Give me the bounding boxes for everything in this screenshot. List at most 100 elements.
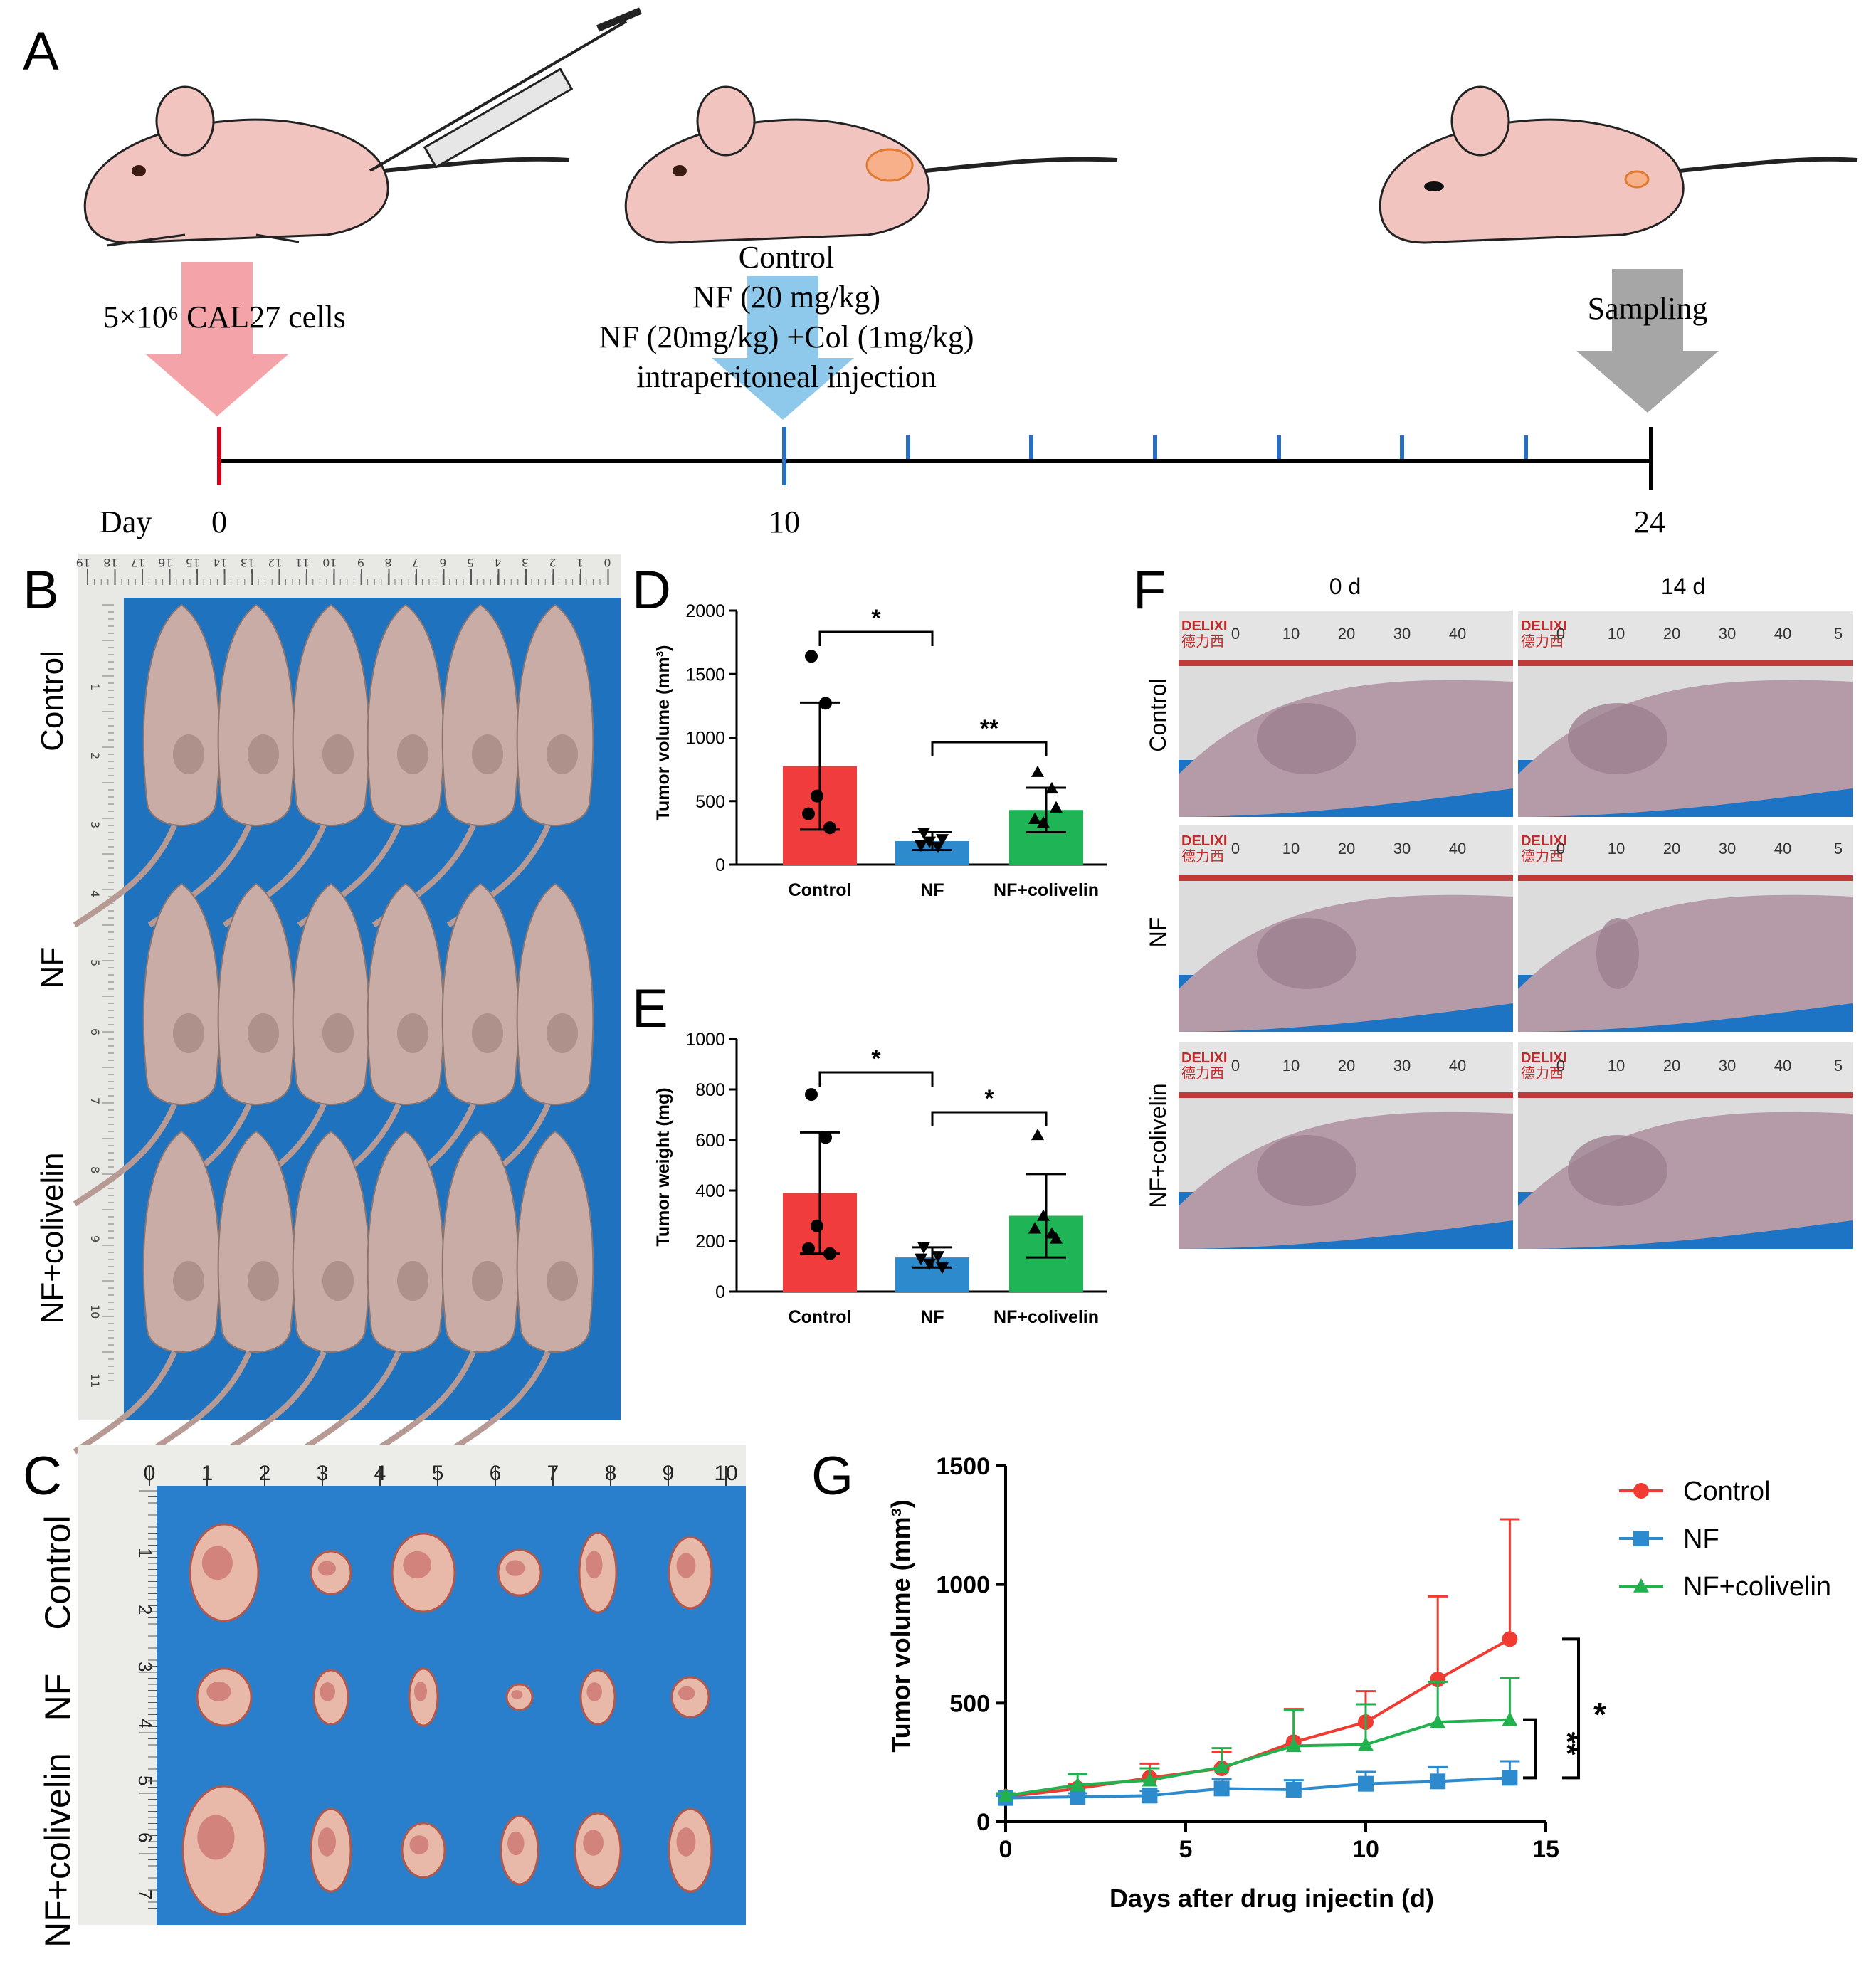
chart-g-point-nf-colivelin: [1142, 1772, 1158, 1787]
chart-g-y-tick-label: 0: [976, 1809, 990, 1836]
chart-g-x-tick-label: 5: [1179, 1836, 1193, 1863]
mouse-tail-b: [73, 824, 177, 928]
mouse-body-b: [516, 603, 594, 826]
tumor-c-highlight: [206, 1682, 231, 1701]
ruler-b-side-label: 1: [88, 683, 102, 690]
chart-e-point-2: [1028, 1222, 1041, 1234]
chart-e-point-2: [1050, 1232, 1063, 1244]
photo-f-col-label-0d: 0 d: [1329, 574, 1361, 599]
chart-d-point-2: [1028, 812, 1041, 824]
photo-f-row-label-nfcol: NF+colivelin: [1145, 1083, 1171, 1208]
tumor-c-highlight: [197, 1815, 235, 1860]
chart-g-y-tick-label: 1500: [936, 1453, 990, 1480]
ruler-b-top-label: 16: [158, 556, 172, 569]
sampling-arrow: [1576, 269, 1719, 413]
chart-d-point-0: [805, 650, 818, 663]
ruler-b-top-label: 13: [241, 556, 255, 569]
photo-f-ruler-edge: [1518, 1092, 1853, 1098]
chart-g-point-nf: [1502, 1770, 1518, 1786]
photo-f-ruler-label: 30: [1719, 625, 1736, 643]
photo-f-tumor: [1568, 1135, 1667, 1206]
ruler-b-top-label: 12: [268, 556, 282, 569]
photo-f-ruler-brand-cn: 德力西: [1521, 633, 1564, 650]
ruler-side-b: 1 2 3 4 5 6 7 8 9 10 11: [88, 604, 114, 1388]
mouse-body-b: [292, 882, 370, 1105]
mouse-tumor-b: [248, 734, 279, 774]
tumors-c: [181, 1523, 713, 1916]
chart-d-y-tick-label: 500: [695, 792, 725, 812]
photo-f-ruler: [1518, 611, 1853, 660]
ruler-b-top-label: 10: [322, 556, 337, 569]
mouse-body-b: [516, 882, 594, 1105]
panel-label-d: D: [632, 560, 671, 621]
tumor-c-highlight: [409, 1835, 429, 1854]
chart-d-point-2: [1031, 765, 1044, 777]
photo-f-ruler-brand-cn: 德力西: [1181, 1065, 1224, 1082]
mouse-body-b: [292, 603, 370, 826]
sampling-label: Sampling: [1588, 291, 1708, 326]
chart-g-y-tick-label: 1000: [936, 1572, 990, 1599]
photo-f-col-label-14d: 14 d: [1661, 574, 1705, 599]
chart-d-point-2: [1045, 781, 1058, 794]
chart-d-point-0: [802, 807, 815, 820]
chart-tumor-volume: Tumor volume (mm³) 0 500 1000 1500 2000 Contr…: [653, 601, 1107, 900]
chart-tumor-weight: Tumor weight (mg) 0 200 400 600 800 1000 Contr…: [653, 1030, 1107, 1327]
ruler-b-side-label: 2: [88, 752, 102, 759]
ruler-top-c: 0 1 2 3 4 5 6 7 8 9 10: [144, 1462, 738, 1486]
mouse-body-b: [142, 882, 221, 1105]
treatment-label-3: NF (20mg/kg) +Col (1mg/kg): [599, 320, 974, 354]
mouse-tumor-b: [472, 734, 503, 774]
chart-g-x-tick-label: 15: [1532, 1836, 1559, 1863]
chart-g-sig-bracket-1: [1562, 1637, 1580, 1780]
ruler-c-side-label: 7: [135, 1889, 156, 1899]
ruler-b-side-label: 7: [88, 1097, 102, 1104]
chart-g-point-nf-colivelin: [998, 1788, 1013, 1802]
treatment-label-2: NF (20 mg/kg): [692, 280, 880, 315]
ruler-b-top-label: 19: [76, 556, 90, 569]
photo-f-ruler-edge: [1179, 660, 1513, 666]
mouse-body-b: [441, 882, 520, 1105]
chart-g-x-tick-label: 10: [1352, 1836, 1379, 1863]
chart-g-point-nf-colivelin: [1213, 1759, 1230, 1774]
photo-f-ruler-label: 10: [1608, 625, 1625, 643]
timeline-tick-label-10: 10: [769, 505, 800, 539]
chart-g-legend-marker-control: [1633, 1483, 1649, 1499]
photo-f-ruler-label: 40: [1449, 625, 1466, 643]
mouse-body-b: [217, 1130, 295, 1353]
photo-b-row-label-control: Control: [35, 650, 70, 751]
tumor-c-highlight: [507, 1831, 525, 1856]
photo-f-ruler-label: 0: [1231, 840, 1240, 857]
ruler-top-b: 19 18 17 16 15 14 13 12 11 10 9 8 7 6 5 4 3 2 1 0: [76, 556, 611, 585]
photo-f-ruler-edge: [1518, 660, 1853, 666]
chart-g-y-tick-label: 500: [949, 1690, 990, 1717]
chart-g-point-nf: [1430, 1773, 1446, 1790]
ruler-b-side-label: 9: [88, 1235, 102, 1242]
chart-e-point-0: [811, 1219, 823, 1232]
treatment-label-1: Control: [739, 240, 834, 275]
chart-e-x-tick-label-0: Control: [789, 1307, 852, 1327]
photo-f-ruler-label: 10: [1282, 1057, 1300, 1075]
tumor-c-highlight: [511, 1690, 523, 1699]
photo-f-ruler-brand: DELIXI: [1181, 833, 1227, 849]
mouse-body-b: [142, 603, 221, 826]
ruler-side-c: 1 2 3 4 5 6 7: [135, 1490, 157, 1909]
chart-e-sig-label-0: *: [871, 1045, 881, 1072]
chart-d-sig-bracket-0: [818, 630, 934, 646]
mouse-tumor-b: [397, 1261, 428, 1301]
mouse-body-b: [142, 1130, 221, 1353]
mouse-tumor-b: [173, 734, 204, 774]
chart-g-point-nf: [1142, 1788, 1158, 1804]
panel-label-a: A: [23, 21, 59, 82]
ruler-c-side-label: 1: [135, 1548, 156, 1558]
tumor-c-highlight: [678, 1686, 695, 1701]
photo-f-row-label-control: Control: [1145, 678, 1171, 751]
photo-f-ruler-label: 10: [1282, 625, 1300, 643]
photo-f-ruler-edge: [1179, 1092, 1513, 1098]
tumor-c-highlight: [403, 1551, 431, 1579]
photo-f-ruler-label: 0: [1556, 1057, 1565, 1075]
mouse-tumor-b: [547, 1261, 578, 1301]
photo-f-ruler-brand-cn: 德力西: [1521, 1065, 1564, 1082]
chart-d-point-1: [932, 841, 944, 854]
chart-e-point-0: [805, 1088, 818, 1102]
chart-g-point-control: [1502, 1631, 1518, 1647]
